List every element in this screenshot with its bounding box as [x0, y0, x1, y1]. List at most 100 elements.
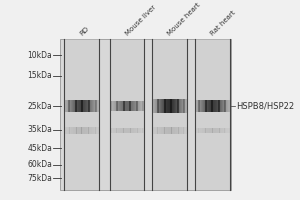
Bar: [142, 128, 145, 133]
Bar: [76, 100, 77, 112]
Bar: [181, 99, 182, 113]
Bar: [163, 127, 165, 134]
Bar: [209, 100, 210, 112]
Text: 35kDa: 35kDa: [27, 125, 52, 134]
Bar: [92, 127, 94, 134]
Bar: [124, 101, 125, 111]
Bar: [111, 128, 113, 133]
Bar: [87, 127, 89, 134]
Bar: [174, 99, 175, 113]
Bar: [77, 100, 78, 112]
Bar: [213, 100, 214, 112]
Bar: [80, 100, 81, 112]
Bar: [123, 101, 124, 111]
Bar: [171, 99, 172, 113]
Bar: [157, 99, 158, 113]
Bar: [71, 100, 72, 112]
Bar: [175, 127, 177, 134]
Bar: [132, 128, 134, 133]
Bar: [139, 101, 140, 111]
Bar: [115, 128, 117, 133]
Bar: [178, 127, 180, 134]
Bar: [183, 99, 184, 113]
Bar: [73, 100, 74, 112]
Bar: [215, 100, 216, 112]
Bar: [210, 100, 211, 112]
Text: 15kDa: 15kDa: [27, 71, 52, 80]
Bar: [173, 127, 175, 134]
Bar: [176, 99, 177, 113]
Bar: [81, 100, 82, 112]
Bar: [68, 100, 70, 112]
Bar: [169, 127, 172, 134]
Bar: [142, 101, 143, 111]
Bar: [134, 128, 136, 133]
Bar: [152, 127, 154, 134]
Bar: [161, 127, 163, 134]
Bar: [175, 99, 176, 113]
Bar: [64, 100, 65, 112]
Bar: [223, 128, 225, 133]
Bar: [136, 101, 138, 111]
Bar: [94, 127, 96, 134]
Bar: [226, 100, 227, 112]
Bar: [154, 99, 155, 113]
Bar: [74, 100, 75, 112]
Bar: [176, 127, 178, 134]
Bar: [110, 101, 112, 111]
Bar: [211, 100, 212, 112]
Bar: [163, 99, 164, 113]
Bar: [168, 127, 170, 134]
Bar: [86, 100, 87, 112]
Bar: [162, 99, 163, 113]
Bar: [221, 128, 223, 133]
Bar: [130, 101, 131, 111]
Bar: [90, 127, 92, 134]
Bar: [75, 100, 76, 112]
Bar: [141, 101, 142, 111]
Bar: [155, 99, 156, 113]
Bar: [141, 128, 143, 133]
Bar: [88, 100, 90, 112]
Bar: [64, 39, 99, 190]
Bar: [65, 100, 66, 112]
Bar: [82, 100, 83, 112]
Bar: [218, 100, 220, 112]
Bar: [73, 127, 75, 134]
Bar: [159, 99, 160, 113]
Bar: [160, 99, 161, 113]
Bar: [136, 101, 137, 111]
Bar: [94, 100, 95, 112]
Bar: [110, 101, 111, 111]
Bar: [182, 99, 183, 113]
Bar: [180, 127, 182, 134]
Bar: [121, 101, 122, 111]
Bar: [69, 127, 71, 134]
Bar: [223, 100, 224, 112]
Bar: [125, 128, 127, 133]
Bar: [66, 100, 67, 112]
Bar: [200, 128, 202, 133]
Bar: [137, 128, 139, 133]
Bar: [140, 101, 141, 111]
Bar: [167, 99, 168, 113]
Bar: [216, 128, 218, 133]
Bar: [156, 127, 158, 134]
Bar: [71, 127, 73, 134]
Text: 10kDa: 10kDa: [27, 51, 52, 60]
Bar: [85, 100, 86, 112]
Bar: [84, 100, 85, 112]
Bar: [139, 128, 141, 133]
Bar: [226, 128, 228, 133]
Bar: [225, 100, 226, 112]
Bar: [152, 99, 153, 113]
Bar: [120, 101, 121, 111]
Bar: [164, 99, 166, 113]
Bar: [127, 128, 129, 133]
Bar: [60, 39, 231, 190]
Bar: [96, 100, 98, 112]
Bar: [89, 100, 90, 112]
Bar: [90, 100, 91, 112]
Bar: [113, 128, 115, 133]
Bar: [82, 100, 83, 112]
